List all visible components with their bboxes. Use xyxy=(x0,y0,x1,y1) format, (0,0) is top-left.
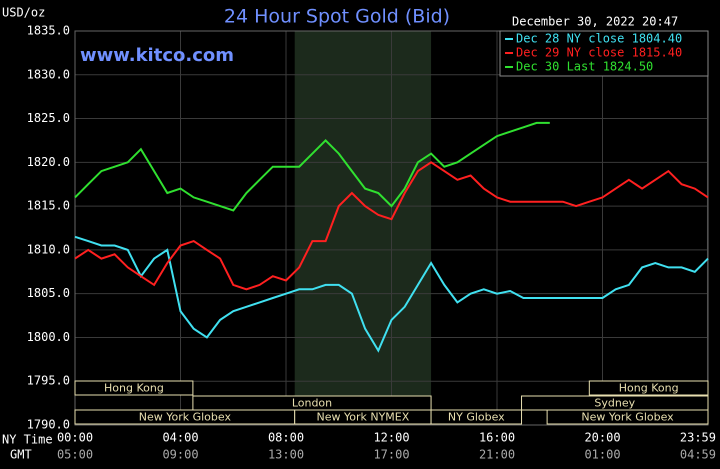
session-label: New York NYMEX xyxy=(316,411,409,424)
session-label: Sydney xyxy=(594,397,635,410)
x-label-primary: NY Time xyxy=(2,433,53,447)
x-tick-label-secondary: 13:00 xyxy=(268,448,304,462)
x-tick-label-secondary: 09:00 xyxy=(162,448,198,462)
session-box xyxy=(588,380,709,396)
y-tick-label: 1830.0 xyxy=(27,67,70,81)
y-tick-label: 1805.0 xyxy=(27,286,70,300)
price-line xyxy=(74,235,709,353)
unit-label: USD/oz xyxy=(2,6,45,20)
legend-box xyxy=(499,30,709,77)
price-line xyxy=(74,121,550,212)
session-label: Hong Kong xyxy=(104,382,164,395)
y-tick-label: 1820.0 xyxy=(27,155,70,169)
session-label: New York Globex xyxy=(581,411,674,424)
timestamp: December 30, 2022 20:47 xyxy=(512,15,678,29)
plot-frame xyxy=(74,30,709,426)
x-tick-label: 23:59 xyxy=(680,431,716,445)
x-tick-label: 16:00 xyxy=(479,431,515,445)
x-tick-label: 00:00 xyxy=(57,431,93,445)
watermark: www.kitco.com xyxy=(80,45,234,66)
session-label: NY Globex xyxy=(448,411,505,424)
legend-entry: Dec 30 Last 1824.50 xyxy=(516,60,653,74)
x-tick-label: 12:00 xyxy=(373,431,409,445)
legend-entry: Dec 28 NY close 1804.40 xyxy=(516,32,682,46)
y-tick-label: 1795.0 xyxy=(27,374,70,388)
y-tick-label: 1835.0 xyxy=(27,24,70,38)
session-label: New York Globex xyxy=(139,411,232,424)
x-tick-label-secondary: 17:00 xyxy=(373,448,409,462)
session-box xyxy=(430,409,523,425)
price-line xyxy=(74,161,709,291)
session-label: Hong Kong xyxy=(619,382,679,395)
legend-entry: Dec 29 NY close 1815.40 xyxy=(516,46,682,60)
y-tick-label: 1790.0 xyxy=(27,418,70,432)
x-tick-label-secondary: 04:59 xyxy=(680,448,716,462)
session-label: London xyxy=(292,397,332,410)
x-tick-label-secondary: 21:00 xyxy=(479,448,515,462)
x-label-secondary: GMT xyxy=(10,448,32,462)
session-box xyxy=(74,380,194,396)
x-tick-label: 04:00 xyxy=(162,431,198,445)
y-tick-label: 1810.0 xyxy=(27,242,70,256)
y-tick-label: 1825.0 xyxy=(27,111,70,125)
y-tick-label: 1800.0 xyxy=(27,330,70,344)
nymex-shade xyxy=(294,31,432,425)
x-tick-label-secondary: 01:00 xyxy=(584,448,620,462)
x-tick-label: 08:00 xyxy=(268,431,304,445)
chart-title: 24 Hour Spot Gold (Bid) xyxy=(224,6,450,28)
session-box xyxy=(546,409,709,425)
x-tick-label-secondary: 05:00 xyxy=(57,448,93,462)
y-tick-label: 1815.0 xyxy=(27,199,70,213)
x-tick-label: 20:00 xyxy=(584,431,620,445)
